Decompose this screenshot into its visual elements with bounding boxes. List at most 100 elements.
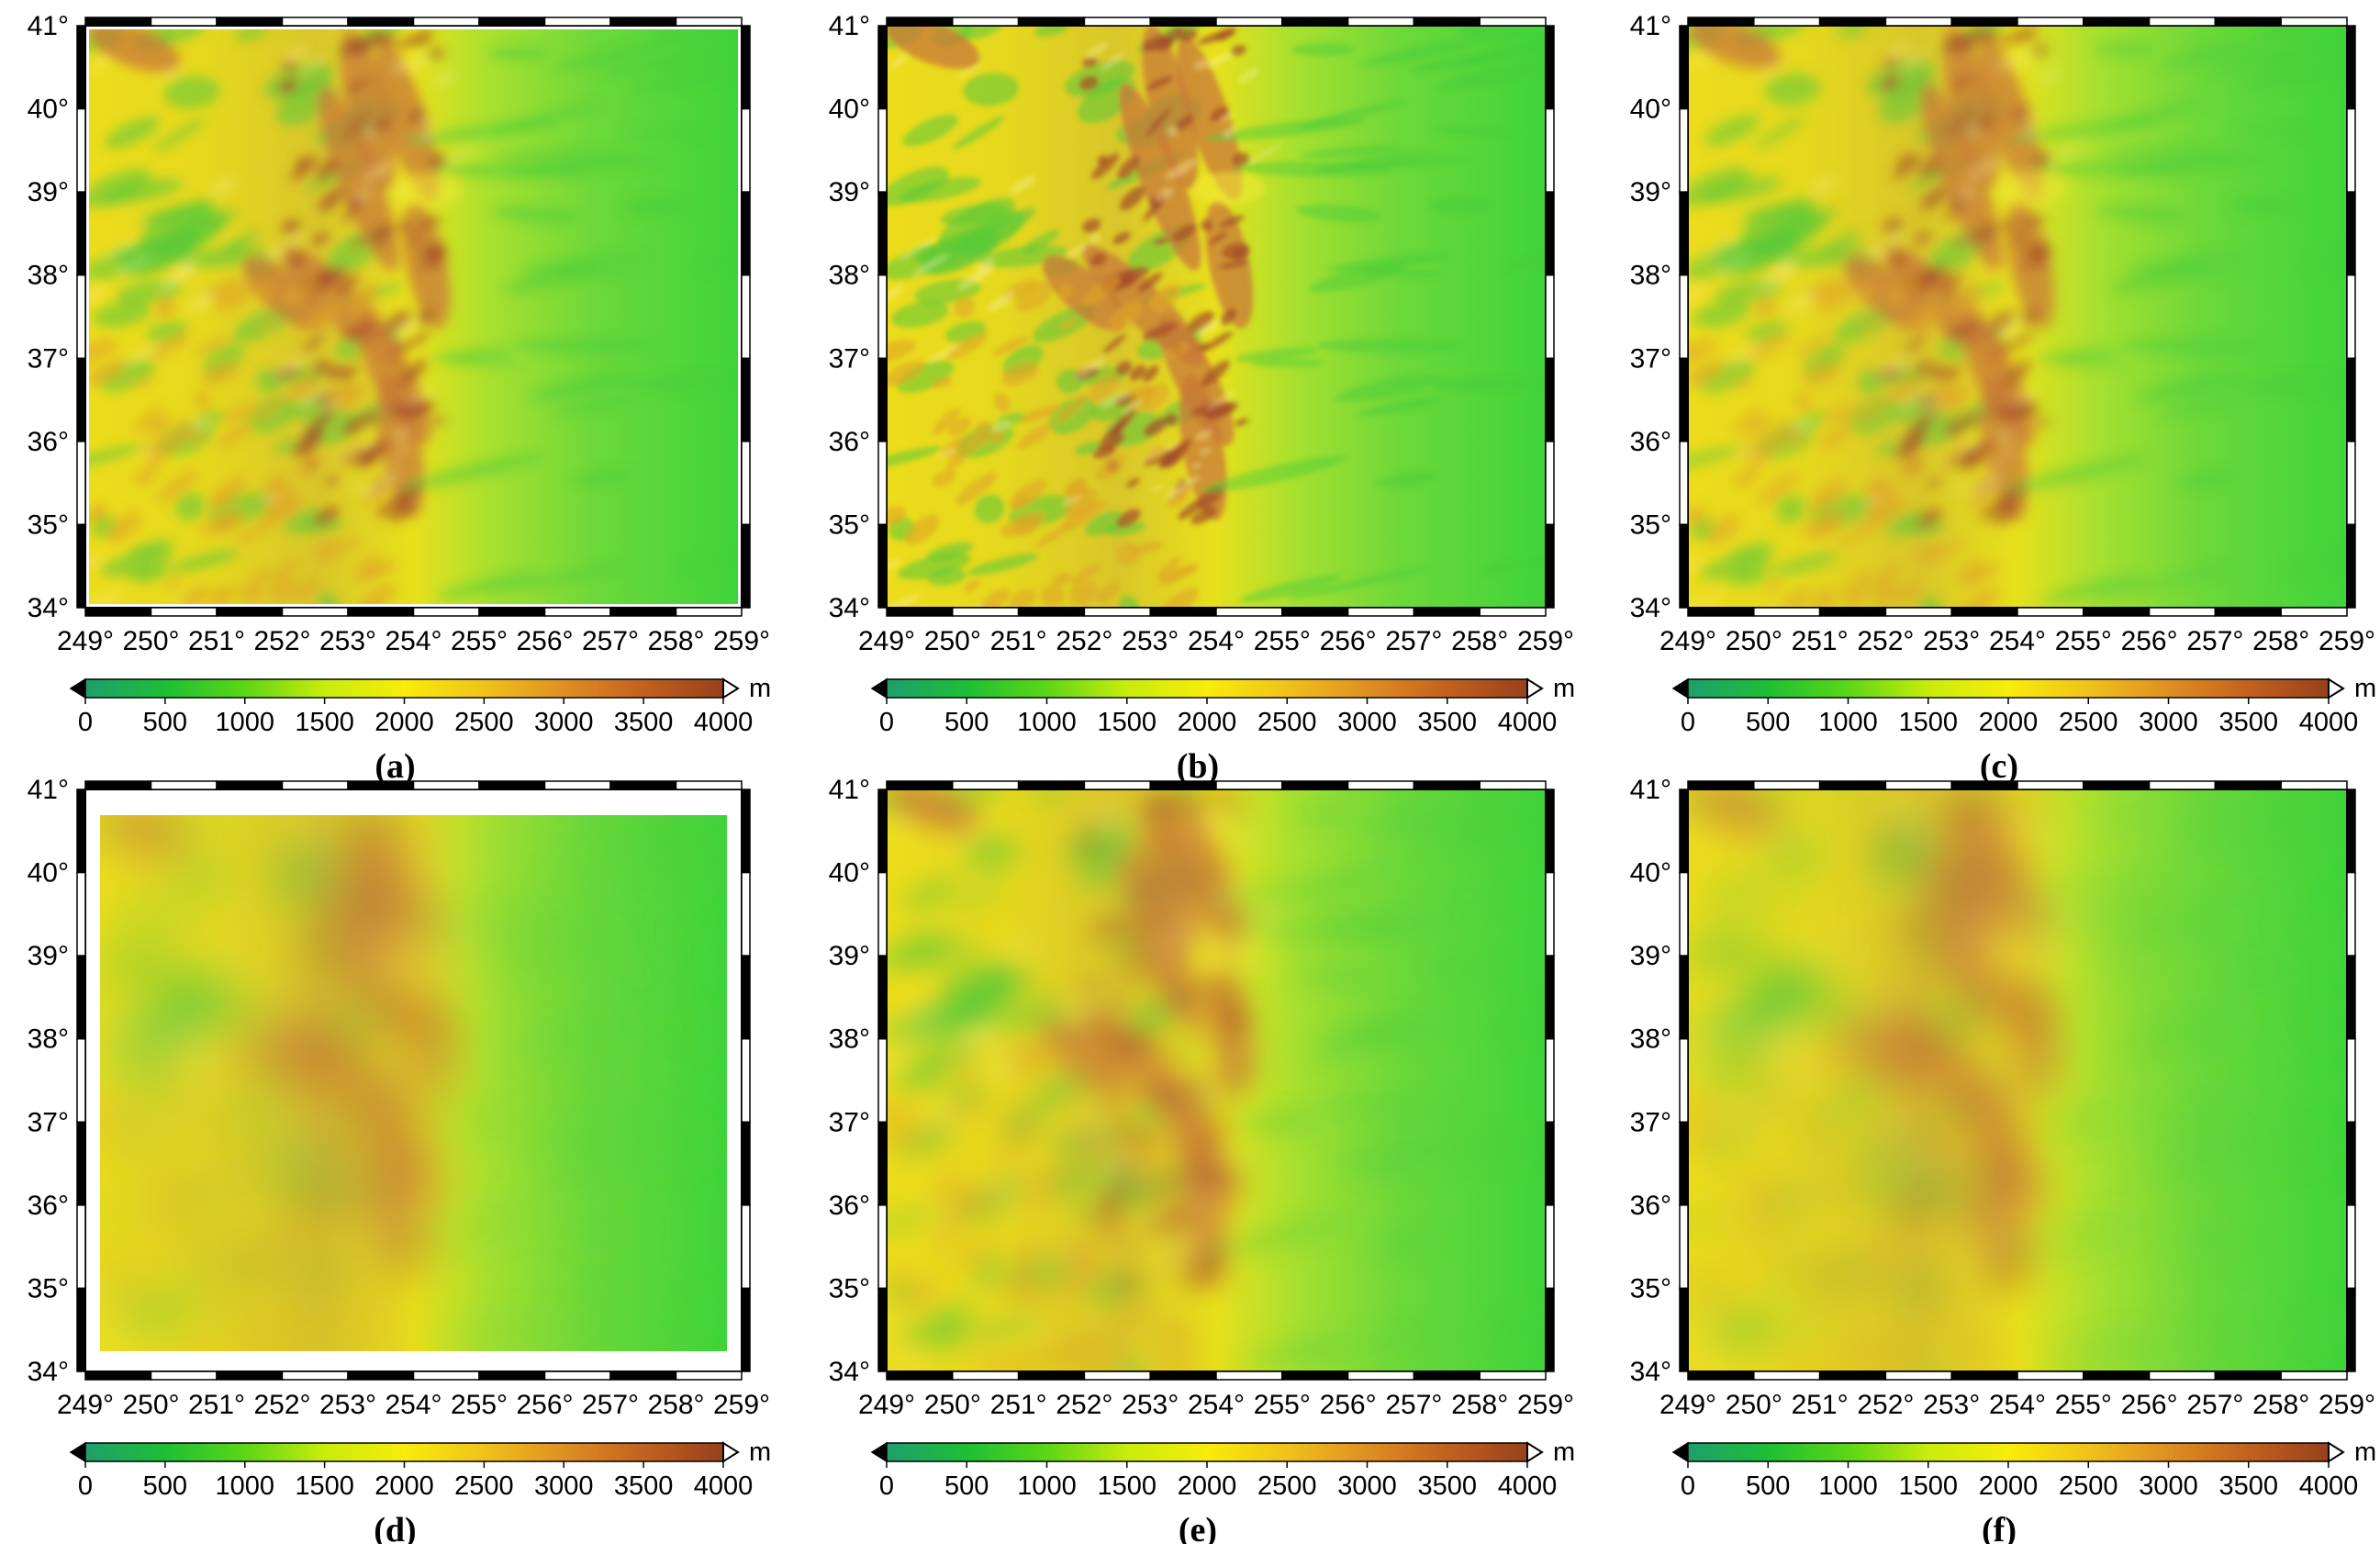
- lon-tick-label: 253°: [1122, 1390, 1179, 1420]
- lon-tick-label: 259°: [713, 1390, 770, 1420]
- colorbar-tick-label: 500: [1746, 708, 1790, 737]
- colorbar-ramp: [1687, 1442, 2330, 1462]
- colorbar-high-arrow: [1526, 677, 1544, 699]
- lon-tick-label: 249°: [1659, 626, 1716, 656]
- colorbar-tick-label: 2500: [454, 708, 514, 737]
- colorbar-tick-label: 4000: [694, 1471, 754, 1501]
- lon-tick-label: 250°: [1726, 1390, 1782, 1420]
- colorbar-tick-label: 1500: [1898, 1471, 1958, 1501]
- colorbar-tick-label: 500: [143, 708, 187, 737]
- colorbar-tick-label: 3500: [614, 1471, 674, 1501]
- lat-tick-label: 38°: [1630, 1024, 1671, 1055]
- lon-tick-label: 257°: [582, 626, 639, 656]
- colorbar-tick-label: 2500: [2059, 1471, 2118, 1501]
- relief-raster: [89, 29, 738, 604]
- map-panel-a: 41° 40° 39° 38° 37° 36° 35° 34°249° 250° 251° 252°…: [28, 11, 772, 786]
- colorbar-tick-label: 4000: [694, 708, 754, 737]
- lon-tick-label: 255°: [451, 626, 508, 656]
- lon-tick-label: 257°: [1385, 626, 1442, 656]
- colorbar-tick-label: 1500: [1097, 708, 1156, 737]
- lon-tick-label: 256°: [1320, 626, 1377, 656]
- colorbar-low-arrow: [870, 677, 888, 699]
- lon-tick-label: 255°: [1254, 1390, 1311, 1420]
- lon-tick-label: 258°: [647, 626, 704, 656]
- lat-tick-label: 39°: [1630, 941, 1671, 971]
- lon-tick-label: 253°: [319, 626, 376, 656]
- map-frame: [877, 780, 1555, 1381]
- lat-tick-label: 39°: [829, 941, 870, 971]
- lat-tick-label: 40°: [829, 858, 870, 889]
- colorbar-tick-label: 0: [78, 1471, 93, 1501]
- colorbar: m 0 500 1000 1500 2000 2500 3000 3500 4000: [870, 674, 1575, 737]
- colorbar-low-arrow: [870, 1441, 888, 1463]
- lat-tick-label: 41°: [829, 775, 870, 805]
- colorbar-tick-label: 0: [879, 1471, 894, 1501]
- lon-tick-label: 256°: [516, 1390, 573, 1420]
- lat-tick-label: 41°: [28, 11, 69, 41]
- map-frame: [877, 17, 1555, 617]
- colorbar-low-arrow: [69, 677, 86, 699]
- lon-tick-label: 249°: [1659, 1390, 1716, 1420]
- colorbar-tick-label: 500: [1746, 1471, 1790, 1501]
- lat-tick-label: 34°: [829, 593, 870, 623]
- lat-tick-label: 36°: [1630, 1191, 1671, 1221]
- colorbar-tick-label: 0: [1681, 1471, 1695, 1501]
- lon-tick-label: 258°: [2252, 626, 2309, 656]
- lat-tick-label: 37°: [1630, 1107, 1671, 1137]
- colorbar-ramp: [84, 678, 724, 699]
- lon-tick-label: 258°: [1451, 626, 1508, 656]
- lat-tick-label: 41°: [1630, 775, 1671, 805]
- colorbar-unit: m: [749, 674, 771, 703]
- lon-tick-label: 256°: [1320, 1390, 1377, 1420]
- colorbar-tick-label: 2000: [1178, 708, 1237, 737]
- lon-tick-label: 256°: [2121, 1390, 2178, 1420]
- colorbar-unit: m: [2354, 1438, 2376, 1467]
- colorbar-tick-label: 1000: [1017, 708, 1077, 737]
- colorbar-ramp: [886, 1442, 1528, 1462]
- lon-tick-label: 250°: [122, 1390, 179, 1420]
- colorbar-tick-label: 0: [78, 708, 93, 737]
- lon-tick-label: 252°: [253, 626, 310, 656]
- lon-tick-label: 250°: [122, 626, 179, 656]
- lon-tick-label: 257°: [1385, 1390, 1442, 1420]
- colorbar-tick-label: 1500: [1097, 1471, 1156, 1501]
- map-frame: [1679, 17, 2356, 617]
- lat-tick-label: 35°: [1630, 509, 1671, 540]
- colorbar-high-arrow: [2328, 677, 2345, 699]
- lat-tick-label: 41°: [1630, 11, 1671, 41]
- lon-tick-label: 254°: [1989, 1390, 2046, 1420]
- lon-tick-label: 252°: [253, 1390, 310, 1420]
- colorbar-tick-label: 4000: [1498, 708, 1558, 737]
- relief-raster: [1688, 26, 2347, 608]
- lon-tick-label: 258°: [2252, 1390, 2309, 1420]
- lon-tick-label: 254°: [1989, 626, 2046, 656]
- lon-tick-label: 251°: [990, 1390, 1047, 1420]
- lat-tick-label: 40°: [28, 858, 69, 889]
- colorbar-tick-label: 3000: [1337, 708, 1397, 737]
- panel-label: (b): [1177, 747, 1219, 786]
- colorbar-tick-label: 2000: [374, 1471, 434, 1501]
- colorbar-tick-label: 0: [1681, 708, 1695, 737]
- lon-tick-label: 251°: [1792, 1390, 1849, 1420]
- lon-tick-label: 259°: [2319, 626, 2375, 656]
- lat-tick-label: 36°: [829, 427, 870, 457]
- lat-tick-label: 39°: [28, 941, 69, 971]
- lon-tick-label: 252°: [1056, 1390, 1112, 1420]
- map-frame: [76, 17, 751, 617]
- lon-tick-label: 253°: [319, 1390, 376, 1420]
- colorbar-tick-label: 3500: [1417, 1471, 1477, 1501]
- colorbar-tick-label: 1000: [1818, 708, 1878, 737]
- lon-tick-label: 259°: [713, 626, 770, 656]
- lon-tick-label: 255°: [451, 1390, 508, 1420]
- colorbar-high-arrow: [722, 1441, 740, 1463]
- colorbar-tick-label: 3000: [1337, 1471, 1397, 1501]
- lon-tick-label: 250°: [924, 626, 981, 656]
- lon-tick-label: 252°: [1056, 626, 1112, 656]
- panel-label: (e): [1179, 1511, 1217, 1544]
- lat-tick-label: 36°: [829, 1191, 870, 1221]
- lon-tick-label: 254°: [1188, 1390, 1245, 1420]
- lon-tick-label: 253°: [1923, 626, 1980, 656]
- lat-tick-label: 41°: [28, 775, 69, 805]
- colorbar-tick-label: 3000: [534, 1471, 594, 1501]
